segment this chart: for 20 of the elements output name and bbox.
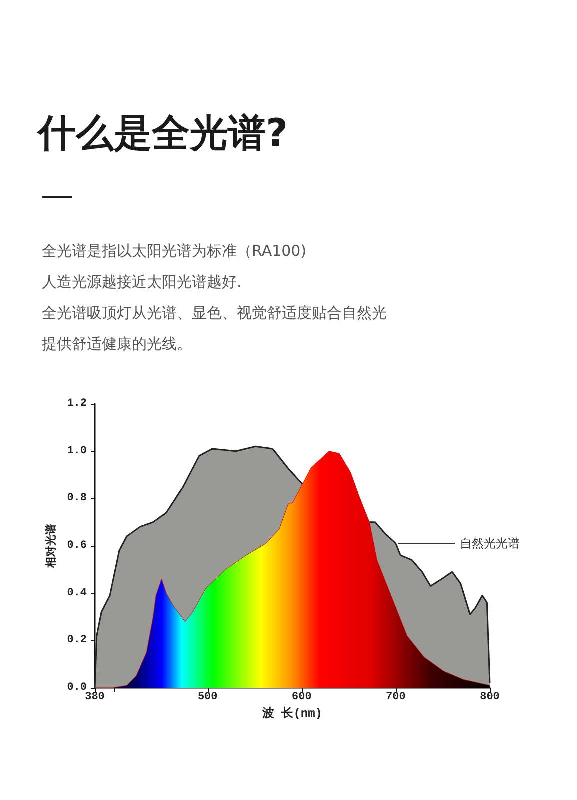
chart-title: 什么是全光谱? [38, 110, 288, 157]
text: 全光谱吸顶灯从光谱、显色、视觉舒适度贴合自然光 [42, 303, 387, 324]
y-tick-label: 0.6 [67, 540, 87, 552]
text: 提供舒适健康的光线。 [42, 334, 193, 355]
y-axis-title: 相对光谱 [44, 524, 58, 569]
x-tick-label: 600 [292, 692, 312, 704]
x-tick-label: 700 [386, 692, 406, 704]
y-tick-label: 0.0 [67, 682, 87, 694]
y-tick-label: 1.0 [67, 445, 87, 458]
text: 人造光源越接近太阳光谱越好. [42, 272, 243, 293]
y-tick-label: 0.4 [67, 587, 88, 600]
x-tick-label: 500 [198, 692, 218, 704]
x-tick-label: 800 [480, 692, 500, 704]
y-tick-label: 0.8 [67, 492, 88, 505]
x-axis-title: 波 长(nm) [261, 706, 323, 721]
series-label: 自然光光谱 [460, 536, 520, 551]
x-tick-label: 380 [85, 692, 105, 704]
text: 全光谱是指以太阳光谱为标准（RA100) [42, 241, 308, 262]
y-tick-label: 0.2 [67, 634, 87, 647]
y-tick-label: 1.2 [67, 398, 87, 410]
